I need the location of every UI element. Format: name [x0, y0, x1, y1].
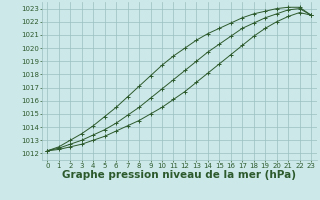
X-axis label: Graphe pression niveau de la mer (hPa): Graphe pression niveau de la mer (hPa): [62, 170, 296, 180]
